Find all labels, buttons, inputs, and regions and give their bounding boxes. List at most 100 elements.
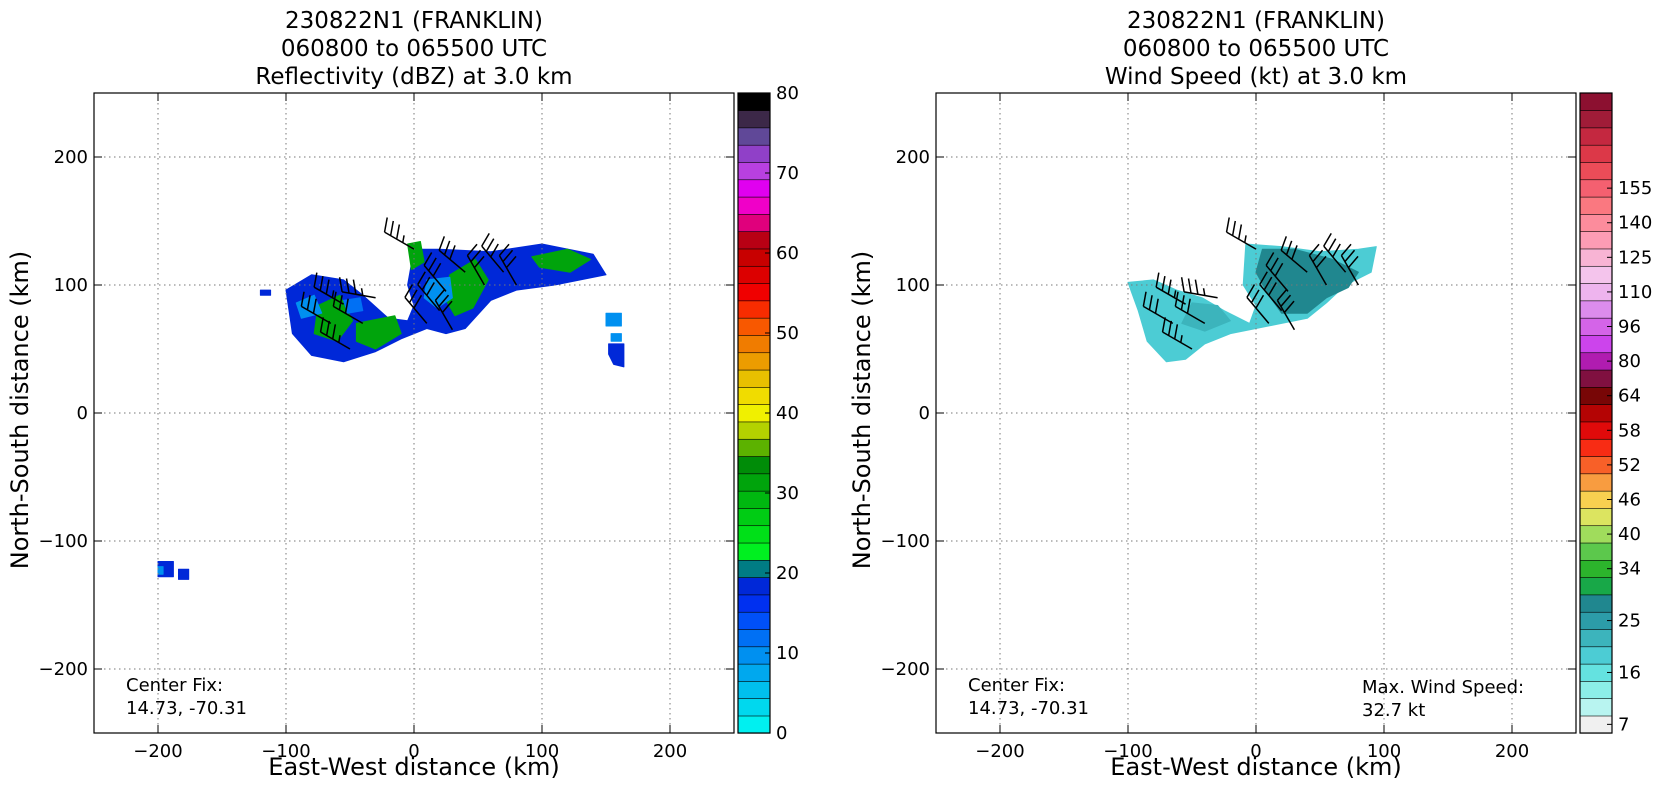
colorbar-segment xyxy=(1579,628,1613,648)
colorbar-segment xyxy=(1579,127,1613,146)
echo-region-15 xyxy=(259,289,272,296)
colorbar-tick-label: 34 xyxy=(1618,559,1641,580)
colorbar-tick-label: 10 xyxy=(776,643,799,664)
wind-barb xyxy=(1308,243,1328,286)
colorbar-frame xyxy=(1579,92,1613,734)
echo-region-13 xyxy=(178,568,190,580)
x-tick-label: 100 xyxy=(1367,741,1401,762)
colorbar-tick-label: 155 xyxy=(1618,178,1652,199)
colorbar-segment xyxy=(737,352,771,371)
colorbar-segment xyxy=(737,594,771,613)
colorbar-tick-label: 52 xyxy=(1618,455,1641,476)
colorbar-segment xyxy=(737,265,771,284)
y-tick-label: −200 xyxy=(39,659,88,680)
y-tick-label: −100 xyxy=(39,531,88,552)
x-tick-label: 100 xyxy=(525,741,559,762)
wind-barb xyxy=(1180,277,1218,299)
x-tick-label: −200 xyxy=(133,741,182,762)
wind-barb xyxy=(1155,272,1186,305)
colorbar-segment xyxy=(737,92,771,111)
colorbar-segment xyxy=(1579,300,1613,319)
reflectivity-colorbar: 0 10 20 30 40 50 60 70 80 xyxy=(737,83,799,744)
right-title-line-2: 060800 to 065500 UTC xyxy=(1123,36,1389,62)
right-y-axis-label: North-South distance (km) xyxy=(848,251,876,570)
colorbar-segment xyxy=(737,369,771,388)
colorbar-segment xyxy=(737,109,771,129)
colorbar-segment xyxy=(1579,577,1613,596)
colorbar-segment xyxy=(1579,438,1613,457)
wind-barb xyxy=(423,252,447,292)
colorbar-segment xyxy=(737,300,771,319)
wind-barb xyxy=(417,271,441,312)
wind-barb xyxy=(313,272,344,305)
colorbar-segment xyxy=(1579,109,1613,129)
colorbar-tick-label: 70 xyxy=(776,163,799,184)
colorbar-tick-label: 140 xyxy=(1618,213,1652,234)
y-tick-label: −200 xyxy=(881,659,930,680)
wind-barb xyxy=(466,243,486,286)
colorbar-segment xyxy=(737,421,771,440)
colorbar-tick-label: 40 xyxy=(776,403,799,424)
wind-barb xyxy=(300,291,332,325)
colorbar-segment xyxy=(737,213,771,232)
wind-barb xyxy=(1174,291,1206,325)
wind-barb xyxy=(438,236,466,273)
y-tick-label: 100 xyxy=(54,275,88,296)
x-tick-label: 0 xyxy=(408,741,419,762)
left-plot-area: −200 −100 0 100 200 −200 −100 0 100 200 xyxy=(39,92,735,762)
colorbar-segment xyxy=(737,646,771,665)
colorbar-segment xyxy=(737,663,771,682)
colorbar-tick-label: 46 xyxy=(1618,489,1641,510)
right-center-fix-coords: 14.73, -70.31 xyxy=(968,698,1089,719)
colorbar-segment xyxy=(737,179,771,198)
colorbar-tick-label: 16 xyxy=(1618,662,1641,683)
colorbar-segment xyxy=(1579,542,1613,561)
colorbar-segment xyxy=(737,715,771,734)
plot-frame xyxy=(93,92,735,734)
max-wind-value: 32.7 kt xyxy=(1362,700,1425,721)
colorbar-segment xyxy=(1579,144,1613,163)
colorbar-segment xyxy=(737,438,771,457)
wind-barb xyxy=(383,217,415,250)
left-title-line-3: Reflectivity (dBZ) at 3.0 km xyxy=(255,64,572,90)
colorbar-segment xyxy=(737,248,771,267)
colorbar-segment xyxy=(1579,161,1613,181)
colorbar-segment xyxy=(737,542,771,561)
wind-barb xyxy=(1225,217,1257,250)
colorbar-segment xyxy=(737,698,771,717)
wind-barb xyxy=(1142,291,1174,325)
colorbar-tick-label: 7 xyxy=(1618,714,1629,735)
echo-region-2 xyxy=(355,315,402,350)
colorbar-segment xyxy=(737,577,771,596)
colorbar-segment xyxy=(737,127,771,146)
colorbar-segment xyxy=(737,282,771,302)
wind-barb xyxy=(481,232,505,273)
left-title-line-1: 230822N1 (FRANKLIN) xyxy=(285,8,543,34)
colorbar-segment xyxy=(737,559,771,578)
colorbar-segment xyxy=(1579,334,1613,354)
colorbar-segment xyxy=(1579,92,1613,111)
y-tick-label: 200 xyxy=(54,147,88,168)
wind-barb xyxy=(1340,243,1360,286)
colorbar-segment xyxy=(1579,594,1613,613)
colorbar-segment xyxy=(1579,369,1613,388)
colorbar-segment xyxy=(737,231,771,250)
colorbar-segment xyxy=(1579,680,1613,700)
colorbar-segment xyxy=(1579,507,1613,527)
echo-region-11 xyxy=(608,343,625,368)
colorbar-segment xyxy=(1579,265,1613,284)
wind-barb xyxy=(1276,288,1296,331)
wind-speed-colorbar: 7 16 25 34 40 46 52 58 64 80 96 110 125 140 155 xyxy=(1579,92,1652,735)
colorbar-segment xyxy=(737,144,771,163)
colorbar-tick-label: 125 xyxy=(1618,247,1652,268)
colorbar-segment xyxy=(737,473,771,492)
colorbar-segment xyxy=(1579,698,1613,717)
colorbar-tick-label: 0 xyxy=(776,723,787,744)
echo-region-14 xyxy=(157,566,164,575)
colorbar-segment xyxy=(737,680,771,700)
wind-barb xyxy=(1161,317,1193,350)
y-tick-label: 0 xyxy=(77,403,88,424)
x-tick-label: −100 xyxy=(1103,741,1152,762)
echo-region-1 xyxy=(313,294,354,342)
